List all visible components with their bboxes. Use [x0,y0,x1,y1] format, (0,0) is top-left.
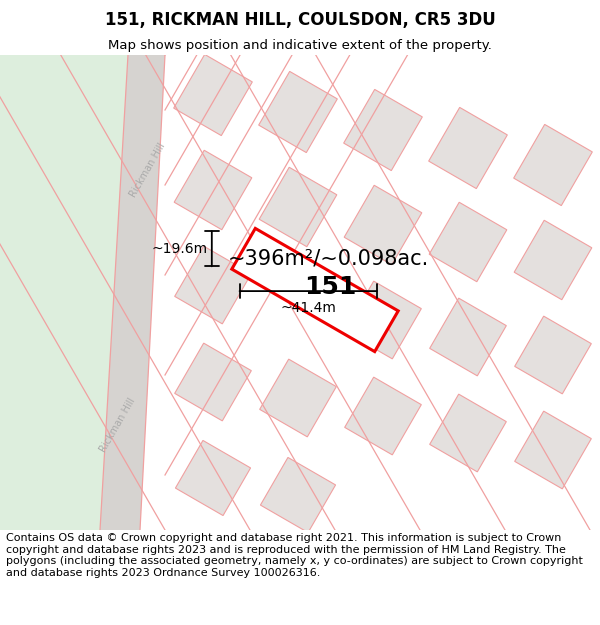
Polygon shape [259,168,337,247]
Text: ~41.4m: ~41.4m [280,301,336,315]
Text: Rickman Hill: Rickman Hill [98,396,137,454]
Polygon shape [259,71,337,152]
Polygon shape [174,150,252,230]
Polygon shape [344,377,421,455]
Polygon shape [175,246,251,324]
Text: 151, RICKMAN HILL, COULSDON, CR5 3DU: 151, RICKMAN HILL, COULSDON, CR5 3DU [104,11,496,29]
Text: 151: 151 [304,275,356,299]
Text: Map shows position and indicative extent of the property.: Map shows position and indicative extent… [108,39,492,51]
Polygon shape [514,124,592,206]
Polygon shape [428,107,508,189]
Polygon shape [344,89,422,171]
Polygon shape [430,394,506,472]
Polygon shape [0,55,130,530]
Text: ~396m²/~0.098ac.: ~396m²/~0.098ac. [228,248,429,268]
Text: Contains OS data © Crown copyright and database right 2021. This information is : Contains OS data © Crown copyright and d… [6,533,583,578]
Polygon shape [430,298,506,376]
Polygon shape [175,343,251,421]
Polygon shape [429,202,507,282]
Text: Rickman Hill: Rickman Hill [128,141,167,199]
Polygon shape [173,54,253,136]
Polygon shape [514,220,592,300]
Polygon shape [260,359,337,437]
Text: ~19.6m: ~19.6m [152,242,208,256]
Polygon shape [344,281,421,359]
Polygon shape [515,411,592,489]
Polygon shape [344,185,422,265]
Polygon shape [232,228,398,352]
Polygon shape [260,458,335,532]
Polygon shape [100,55,165,530]
Polygon shape [175,441,251,516]
Polygon shape [515,316,592,394]
